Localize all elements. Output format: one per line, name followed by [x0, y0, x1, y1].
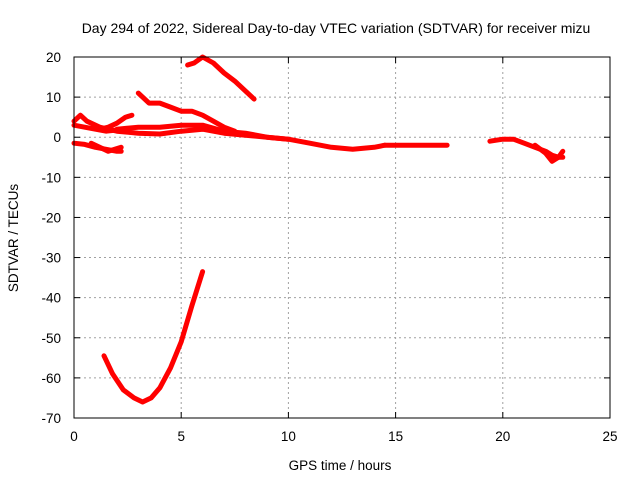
series-layer	[71, 54, 566, 405]
chart-title: Day 294 of 2022, Sidereal Day-to-day VTE…	[82, 20, 591, 36]
x-tick-label: 25	[602, 429, 617, 444]
plot-frame	[73, 56, 611, 419]
series-arc-5	[97, 112, 135, 132]
y-axis-label: SDTVAR / TECUs	[6, 184, 21, 293]
y-tick-label: -50	[41, 331, 61, 346]
y-tick-label: 10	[46, 90, 61, 105]
y-tick-label: -40	[41, 291, 61, 306]
y-tick-label: -60	[41, 371, 61, 386]
y-tick-label: 0	[53, 130, 61, 145]
x-axis-label: GPS time / hours	[289, 458, 392, 473]
series-arc-7	[114, 122, 291, 142]
x-tick-label: 10	[281, 429, 296, 444]
series-arc-6	[135, 90, 238, 134]
series-arc-4	[88, 140, 124, 154]
series-arc-12	[532, 142, 566, 164]
series-arc-11	[487, 136, 566, 160]
y-tick-label: -70	[41, 411, 61, 426]
series-arc-1	[71, 112, 388, 152]
series-arc-9	[101, 269, 206, 405]
axis-ticks: 0 5 10 15 20 25 20 10 0 -10 -20 -30 -40 -50 -60 -70	[41, 50, 617, 444]
y-tick-label: -10	[41, 170, 61, 185]
y-tick-label: -20	[41, 210, 61, 225]
x-tick-label: 0	[70, 429, 78, 444]
series-arc-8	[185, 54, 257, 102]
x-tick-label: 15	[388, 429, 403, 444]
x-tick-label: 5	[177, 429, 185, 444]
y-tick-label: -30	[41, 251, 61, 266]
grid-lines	[74, 57, 610, 418]
x-tick-label: 20	[495, 429, 510, 444]
y-tick-label: 20	[46, 50, 61, 65]
